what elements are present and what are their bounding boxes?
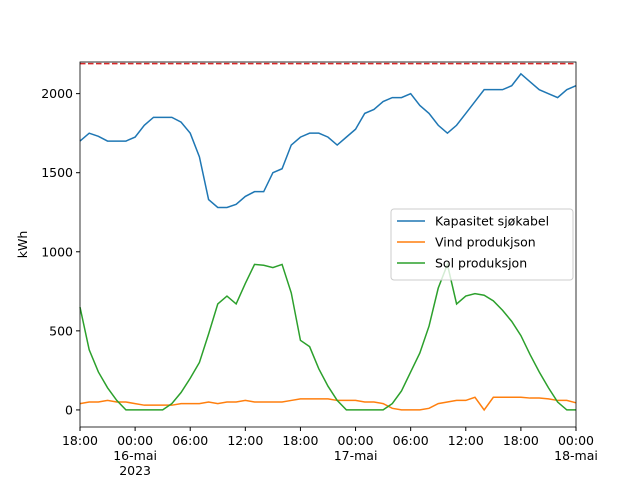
x-tick-label: 00:00 16-mai 2023 [113,433,157,478]
y-tick-label: 0 [65,402,73,417]
series-line [79,72,577,209]
legend-label: Sol produksjon [435,256,527,271]
x-tick-label: 06:00 [393,433,429,448]
y-tick-label: 2000 [41,86,73,101]
x-tick-label: 00:00 18-mai [554,433,598,463]
series-line [79,261,576,411]
legend-label: Vind produkjson [435,235,536,250]
legend-box [390,208,574,281]
x-tick-label: 18:00 [62,433,98,448]
y-axis-label: kWh [15,231,30,259]
y-tick-label: 1000 [41,244,73,259]
x-tick-label: 00:00 17-mai [334,433,378,463]
x-tick-label: 18:00 [503,433,539,448]
y-tick-label: 500 [49,323,73,338]
x-tick-label: 18:00 [282,433,318,448]
series-line [79,396,577,412]
legend-label: Kapasitet sjøkabel [435,214,549,229]
y-tick-label: 1500 [41,165,73,180]
x-tick-label: 06:00 [172,433,208,448]
x-tick-label: 12:00 [448,433,484,448]
x-tick-label: 12:00 [227,433,263,448]
axes-frame [79,61,577,428]
